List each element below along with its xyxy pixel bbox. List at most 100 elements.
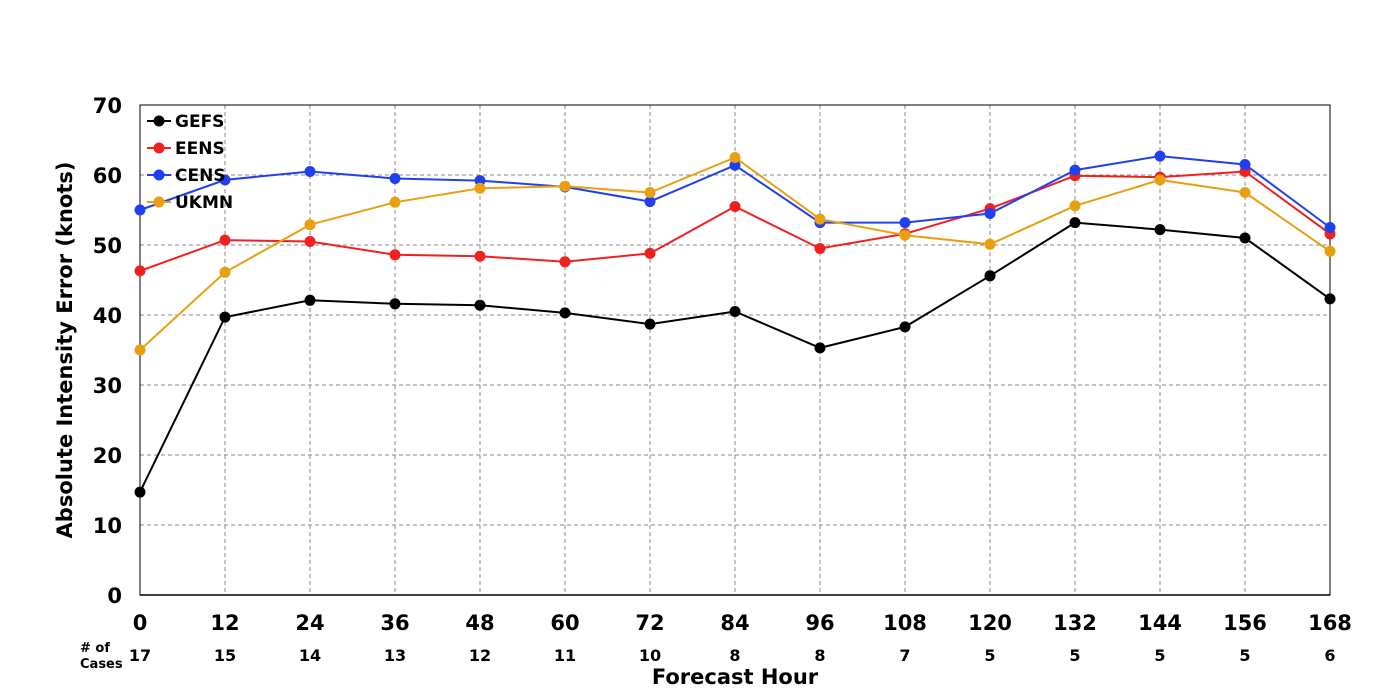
- data-point-eens: [474, 250, 486, 262]
- x-tick-label: 24: [295, 611, 324, 635]
- legend-marker: [153, 115, 165, 127]
- case-count: 5: [1239, 646, 1250, 665]
- grid: [140, 105, 1330, 596]
- data-point-gefs: [134, 486, 146, 498]
- case-count: 6: [1324, 646, 1335, 665]
- data-point-ukmn: [1069, 200, 1081, 212]
- data-point-gefs: [474, 299, 486, 311]
- data-point-ukmn: [304, 219, 316, 231]
- data-point-ukmn: [814, 213, 826, 225]
- cases-label-line2: Cases: [80, 657, 123, 672]
- data-point-cens: [389, 173, 401, 184]
- legend-label: CENS: [175, 166, 226, 186]
- case-count: 10: [639, 646, 661, 665]
- y-tick-label: 20: [93, 444, 122, 468]
- data-point-eens: [389, 249, 401, 261]
- data-point-ukmn: [1239, 187, 1251, 198]
- data-point-gefs: [1239, 232, 1251, 244]
- data-point-ukmn: [389, 196, 401, 208]
- legend-item-eens: EENS: [147, 139, 225, 159]
- y-tick-label: 50: [93, 234, 122, 258]
- data-point-eens: [304, 236, 316, 247]
- x-tick-label: 108: [883, 611, 927, 635]
- data-point-eens: [729, 201, 741, 212]
- data-point-eens: [134, 265, 146, 277]
- data-point-cens: [899, 217, 911, 229]
- case-count: 5: [984, 646, 995, 665]
- data-point-ukmn: [1324, 245, 1336, 257]
- data-point-gefs: [1324, 293, 1336, 305]
- x-tick-label: 60: [550, 611, 579, 635]
- data-point-cens: [134, 204, 146, 216]
- data-point-ukmn: [729, 152, 741, 163]
- y-tick-label: 60: [93, 164, 122, 188]
- x-tick-label: 144: [1138, 611, 1182, 635]
- case-count: 17: [129, 646, 151, 665]
- legend-item-gefs: GEFS: [147, 112, 224, 132]
- data-point-cens: [1069, 164, 1081, 176]
- data-point-ukmn: [899, 229, 911, 241]
- data-point-gefs: [559, 307, 571, 319]
- cases-label-line1: # of: [80, 641, 110, 656]
- data-point-cens: [984, 208, 996, 219]
- case-count: 12: [469, 646, 491, 665]
- data-point-gefs: [1154, 224, 1166, 236]
- data-point-gefs: [644, 318, 656, 330]
- data-point-cens: [304, 166, 316, 177]
- case-count: 8: [814, 646, 825, 665]
- data-point-ukmn: [219, 266, 231, 278]
- data-point-gefs: [729, 306, 741, 317]
- x-tick-label: 72: [635, 611, 664, 635]
- case-count: 5: [1154, 646, 1165, 665]
- legend-item-ukmn: UKMN: [147, 193, 233, 213]
- y-tick-label: 30: [93, 374, 122, 398]
- x-tick-label: 156: [1223, 611, 1267, 635]
- x-axis-ticks: 0 12 24 36 48 60 72 84 96 108 120 132 144 156 168: [133, 611, 1352, 635]
- data-point-gefs: [814, 342, 826, 354]
- data-point-eens: [814, 243, 826, 254]
- x-tick-label: 48: [465, 611, 494, 635]
- case-count: 11: [554, 646, 576, 665]
- data-point-eens: [644, 247, 656, 259]
- x-tick-label: 168: [1308, 611, 1352, 635]
- data-point-gefs: [219, 311, 231, 323]
- data-point-gefs: [389, 298, 401, 310]
- data-point-cens: [1324, 222, 1336, 233]
- data-point-gefs: [304, 294, 316, 306]
- y-tick-label: 0: [107, 584, 122, 608]
- x-axis-label: Forecast Hour: [652, 665, 819, 689]
- legend: GEFS EENS CENS UKMN: [147, 112, 233, 213]
- legend-marker: [153, 169, 165, 181]
- y-axis-ticks: 0 10 20 30 40 50 60 70: [93, 94, 122, 608]
- data-point-ukmn: [984, 238, 996, 250]
- y-axis-label: Absolute Intensity Error (knots): [53, 162, 77, 539]
- series: [134, 150, 1336, 498]
- x-tick-label: 132: [1053, 611, 1097, 635]
- legend-label: UKMN: [175, 193, 233, 213]
- data-point-cens: [1239, 159, 1251, 170]
- data-point-eens: [559, 256, 571, 268]
- legend-marker: [153, 196, 165, 208]
- x-tick-label: 0: [133, 611, 148, 635]
- data-point-ukmn: [474, 182, 486, 194]
- case-count: 14: [299, 646, 321, 665]
- legend-item-cens: CENS: [147, 166, 226, 186]
- case-count: 5: [1069, 646, 1080, 665]
- y-tick-label: 10: [93, 514, 122, 538]
- data-point-eens: [219, 234, 231, 246]
- data-point-cens: [644, 196, 656, 208]
- data-point-ukmn: [559, 180, 571, 192]
- data-point-gefs: [899, 321, 911, 333]
- data-point-gefs: [1069, 217, 1081, 229]
- legend-marker: [153, 142, 165, 154]
- legend-label: EENS: [175, 139, 225, 159]
- case-count: 13: [384, 646, 406, 665]
- case-count: 7: [899, 646, 910, 665]
- legend-label: GEFS: [175, 112, 224, 132]
- case-counts: 17 15 14 13 12 11 10 8 8 7 5 5 5 5 6: [129, 646, 1336, 665]
- case-count: 8: [729, 646, 740, 665]
- x-tick-label: 84: [720, 611, 749, 635]
- data-point-ukmn: [1154, 174, 1166, 186]
